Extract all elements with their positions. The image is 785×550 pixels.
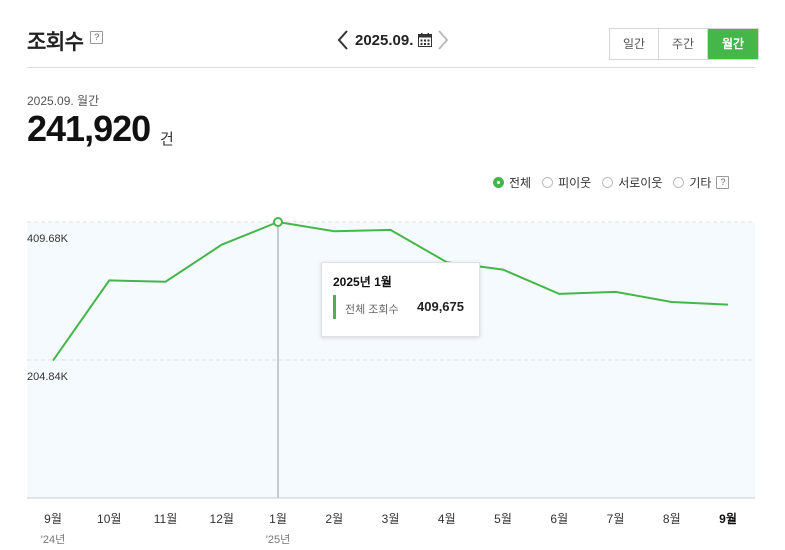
x-tick-label: 2월 [325,512,343,526]
legend-item-neighbor[interactable]: 피이웃 [542,174,591,191]
chevron-right-icon[interactable] [433,26,453,54]
y-tick-label: 204.84K [27,371,69,383]
legend-item-mutual[interactable]: 서로이웃 [602,174,662,191]
x-tick-label: 1월 [269,512,287,526]
chevron-left-icon[interactable] [333,26,353,54]
x-tick-label: 10월 [97,512,121,526]
x-tick-label: 12월 [210,512,234,526]
radio-icon[interactable] [542,177,554,188]
legend-label: 서로이웃 [618,176,663,190]
tooltip-title: 2025년 1월 [333,275,392,289]
x-tick-label: 6월 [550,512,568,526]
x-tick-label: 4월 [438,512,456,526]
total-unit: 건 [160,131,174,148]
x-tick-label: 8월 [663,512,681,526]
x-tick-label: 7월 [607,512,625,526]
y-tick-label: 409.68K [27,233,69,245]
help-icon[interactable]: ? [90,31,103,44]
radio-icon[interactable] [673,177,685,188]
legend-item-all[interactable]: 전체 [493,174,531,191]
series-line-all [52,220,729,362]
tooltip-value: 409,675 [417,299,464,314]
header-divider [27,67,755,68]
chart-tooltip: 2025년 1월 전체 조회수 409,675 [321,262,480,337]
current-date: 2025.09. [355,31,414,49]
tooltip-series-marker [333,295,336,319]
summary-label: 2025.09. 월간 [27,94,100,108]
legend-label: 기타 [689,176,712,190]
period-weekly-button[interactable]: 주간 [659,29,708,59]
x-year-label: '25년 [266,533,290,546]
radio-selected-icon[interactable] [493,177,504,188]
x-tick-label: 3월 [382,512,400,526]
page-title-text: 조회수 [27,31,84,54]
period-toggle: 일간 주간 월간 [609,28,759,60]
legend-item-other[interactable]: 기타 [673,174,711,191]
x-tick-label: 9월 [44,512,62,526]
x-tick-label: 9월 [719,511,737,526]
calendar-icon[interactable] [417,26,433,54]
period-monthly-button[interactable]: 월간 [708,29,758,59]
data-point [273,217,283,228]
legend-label: 전체 [509,176,532,190]
tooltip-label: 전체 조회수 [345,304,399,316]
total-views: 241,920 [27,108,151,149]
page-title: 조회수 ? [27,26,103,56]
legend-label: 피이웃 [558,176,592,190]
legend: 전체 피이웃 서로이웃 기타 ? [493,174,730,191]
x-tick-label: 11월 [154,512,178,526]
radio-icon[interactable] [602,177,614,188]
x-year-label: '24년 [41,533,65,546]
x-tick-label: 5월 [494,512,512,526]
views-line-chart: 409.68K 204.84K 9월 '24년 10월 11월 12월 1월 '25년 2월 3월 4… [27,217,755,546]
date-navigator: 2025.09. [333,26,453,54]
help-icon[interactable]: ? [716,176,730,189]
period-daily-button[interactable]: 일간 [610,29,659,59]
